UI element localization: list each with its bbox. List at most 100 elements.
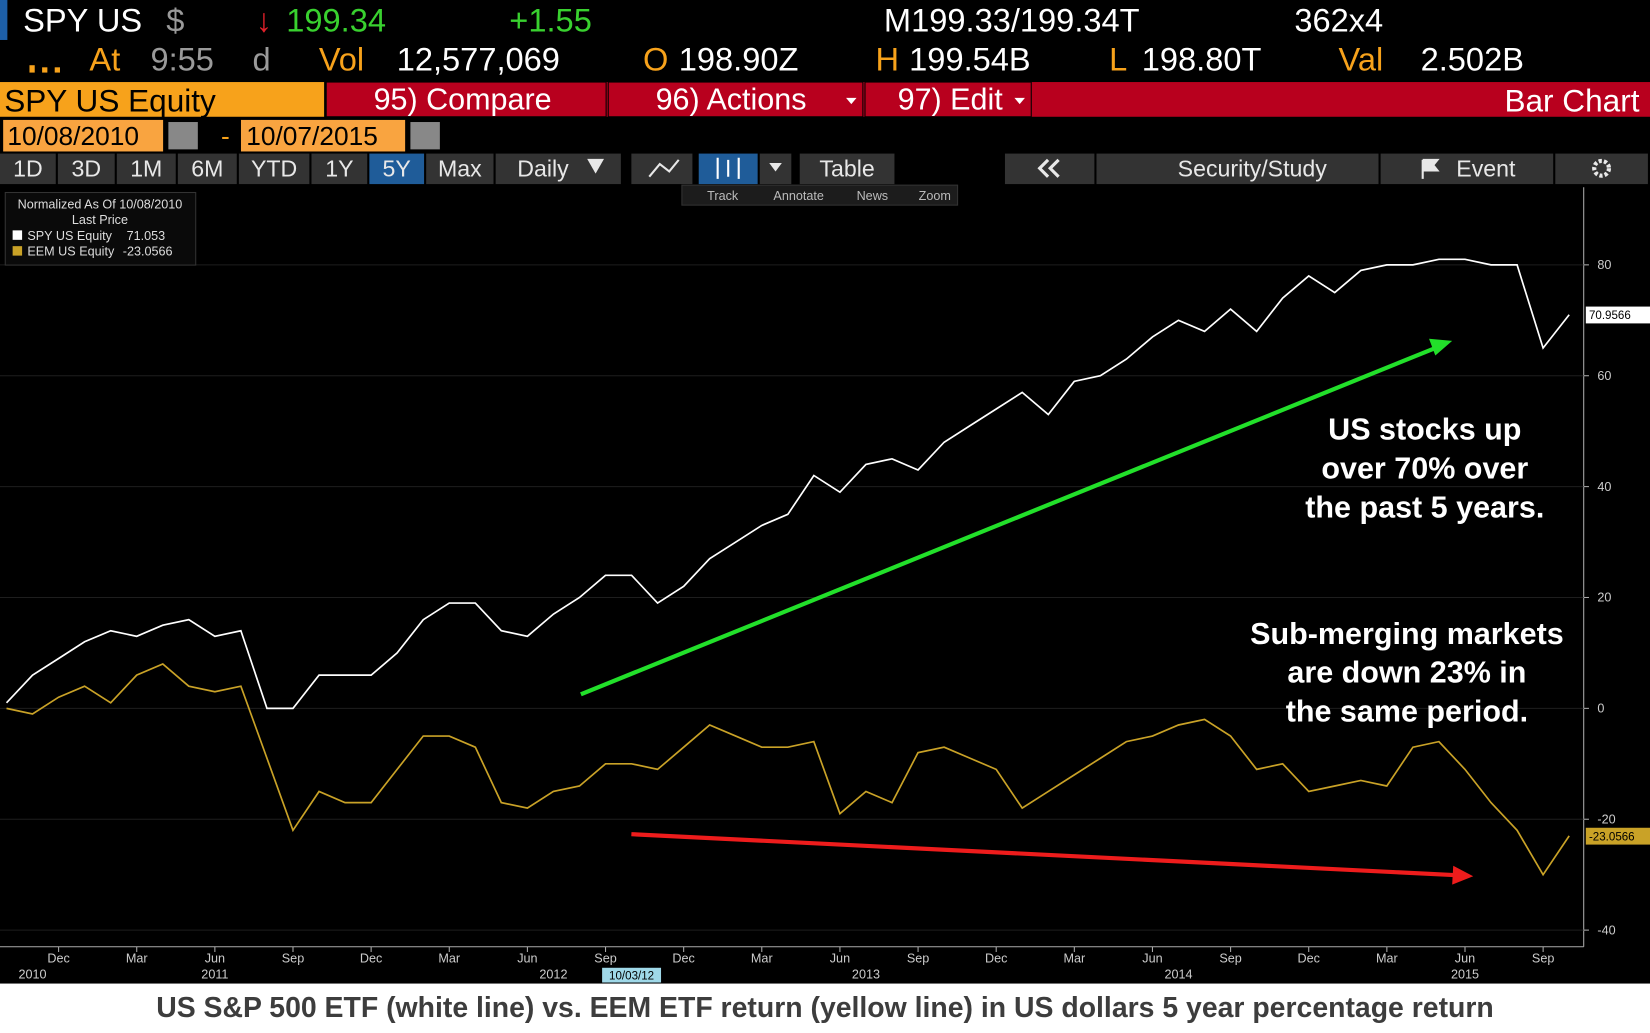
x-tick-label: Sep (1532, 952, 1554, 966)
legend-label: EEM US Equity (27, 245, 115, 259)
legend-subtitle: Last Price (72, 213, 128, 227)
time-label: At (89, 40, 120, 77)
value-label: Val (1339, 40, 1384, 77)
event: Event (1456, 156, 1516, 182)
period-button[interactable] (0, 153, 56, 185)
period-label: 3D (72, 156, 102, 182)
period-label: Max (438, 156, 482, 182)
year-label: 2010 (19, 967, 47, 981)
edit-button[interactable] (864, 81, 1032, 118)
year-label: 2015 (1451, 967, 1479, 981)
row-marker (0, 0, 8, 40)
legend-swatch (12, 230, 23, 240)
period-label: 5Y (383, 156, 411, 182)
calendar-icon[interactable] (410, 122, 440, 150)
down-arrow: ↓ (256, 2, 272, 39)
start-date: 10/08/2010 (7, 121, 139, 151)
x-tick-label: Jun (1455, 952, 1475, 966)
gear-icon (1592, 158, 1612, 178)
caption-box (0, 983, 1650, 1033)
plot-area: -40 -20 0 20 40 60 80 Dec Mar Jun Sep Dec Mar Jun Sep D… (0, 187, 1650, 983)
period-button[interactable] (311, 153, 368, 185)
tool-label[interactable]: Annotate (773, 189, 823, 203)
x-tick-label: Mar (1063, 952, 1085, 966)
collapse-icon (1037, 158, 1060, 178)
period-label: 1M (130, 156, 162, 182)
dropdown-icon (769, 163, 782, 172)
tool-label[interactable]: Track (707, 189, 739, 203)
year-label: 2012 (539, 967, 567, 981)
date-separator: - (221, 121, 230, 151)
bid-ask-size: 362x4 (1294, 2, 1383, 39)
calendar-icon[interactable] (168, 122, 198, 150)
open-label: O (643, 40, 668, 77)
frequency-button[interactable] (495, 153, 621, 185)
actions-button[interactable] (607, 81, 864, 118)
event-button[interactable] (1380, 153, 1554, 185)
time-suffix: d (253, 40, 271, 77)
legend-swatch (12, 246, 23, 256)
edit: 97) Edit (898, 82, 1004, 116)
legend-value: -23.0566 (123, 245, 173, 259)
line-icon (648, 159, 680, 178)
chart-tools: Track Annotate News Zoom (707, 189, 951, 203)
period-button[interactable] (369, 153, 425, 185)
y-tick-label: 80 (1597, 258, 1611, 272)
view-name: Bar Chart (1504, 83, 1639, 119)
value-traded: 2.502B (1421, 40, 1524, 77)
tool-label[interactable]: News (857, 189, 889, 203)
x-tick-label: Jun (1142, 952, 1162, 966)
open: 198.90Z (679, 40, 799, 77)
time: 9:55 (150, 40, 213, 77)
annotation-text: are down 23% in (1287, 656, 1526, 690)
volume: 12,577,069 (397, 40, 560, 77)
x-tick-label: Dec (47, 952, 69, 966)
x-tick-label: Mar (751, 952, 773, 966)
high-label: H (876, 40, 900, 77)
compare-button[interactable] (325, 81, 607, 118)
dropdown-icon (846, 97, 857, 105)
ticker: SPY US (23, 2, 142, 39)
annotation-text: the same period. (1286, 695, 1528, 729)
up-trend-arrow (580, 345, 1439, 697)
table-button[interactable] (799, 153, 895, 185)
high: 199.54B (909, 40, 1031, 77)
last-price-tag (1585, 827, 1650, 845)
line-chart-button[interactable] (631, 153, 693, 185)
annotation-text: the past 5 years. (1305, 491, 1544, 525)
start-date-box[interactable] (3, 119, 164, 152)
security-box[interactable] (0, 82, 325, 117)
x-tick-label: Mar (126, 952, 148, 966)
settings-button[interactable] (1555, 153, 1648, 185)
x-tick-label: Sep (282, 952, 304, 966)
period-button[interactable] (177, 153, 237, 185)
period-button[interactable] (426, 153, 494, 185)
y-tick-label: 0 (1597, 702, 1604, 716)
dropdown-icon (1014, 97, 1025, 105)
period-buttons: 1D 3D 1M 6M YTD 1Y 5Y Max (0, 153, 494, 185)
y-tick-label: 20 (1597, 591, 1611, 605)
low-label: L (1109, 40, 1127, 77)
period-label: YTD (251, 156, 297, 182)
series-line (5, 258, 1570, 710)
period-button[interactable] (238, 153, 310, 185)
frequency: Daily (517, 156, 569, 182)
arrow-head (1429, 338, 1453, 356)
period-button[interactable] (116, 153, 176, 185)
legend-value: 71.053 (127, 229, 166, 243)
y-tick-label: -40 (1597, 923, 1615, 937)
x-tick-label: Sep (907, 952, 929, 966)
year-label: 2011 (201, 967, 228, 981)
signal-icon (29, 65, 35, 73)
tool-label[interactable]: Zoom (919, 189, 951, 203)
end-date: 10/07/2015 (246, 121, 378, 151)
bar-icon (716, 157, 740, 179)
tool-bar (681, 184, 959, 206)
legend-box (4, 191, 197, 266)
x-tick-label: Dec (1298, 952, 1320, 966)
signal-icon (42, 67, 48, 73)
security-study-button[interactable] (1096, 153, 1379, 185)
end-date-box[interactable] (240, 119, 406, 152)
period-button[interactable] (57, 153, 115, 185)
year-label: 2013 (852, 967, 880, 981)
